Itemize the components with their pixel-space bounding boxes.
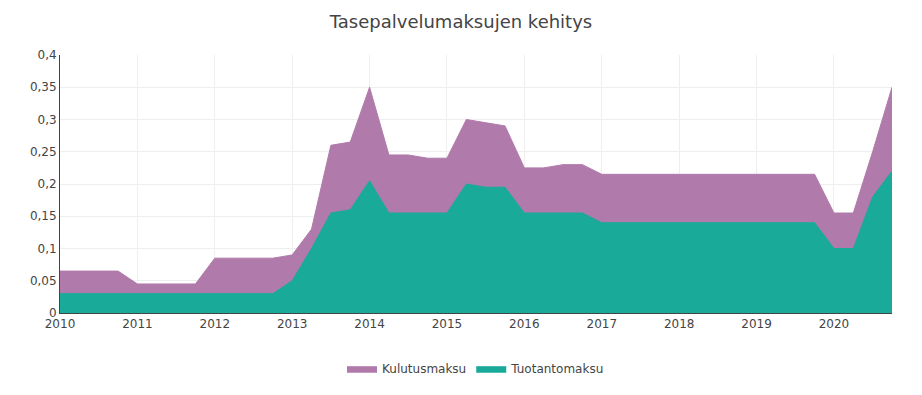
svg-text:0,3: 0,3 bbox=[38, 113, 57, 127]
svg-text:2019: 2019 bbox=[741, 317, 772, 331]
svg-text:0: 0 bbox=[49, 306, 57, 320]
svg-text:Kulutusmaksu: Kulutusmaksu bbox=[382, 362, 466, 376]
svg-text:2018: 2018 bbox=[664, 317, 695, 331]
svg-text:0,4: 0,4 bbox=[38, 48, 57, 62]
svg-text:2010: 2010 bbox=[45, 317, 76, 331]
svg-text:0,35: 0,35 bbox=[30, 80, 57, 94]
svg-text:2016: 2016 bbox=[509, 317, 540, 331]
svg-text:0,1: 0,1 bbox=[38, 242, 57, 256]
svg-text:0,25: 0,25 bbox=[30, 145, 57, 159]
svg-text:0,2: 0,2 bbox=[38, 177, 57, 191]
svg-text:2011: 2011 bbox=[122, 317, 153, 331]
svg-text:Tuotantomaksu: Tuotantomaksu bbox=[510, 362, 603, 376]
svg-text:0,15: 0,15 bbox=[30, 209, 57, 223]
svg-text:2014: 2014 bbox=[354, 317, 385, 331]
svg-text:2015: 2015 bbox=[432, 317, 463, 331]
svg-text:2020: 2020 bbox=[819, 317, 850, 331]
svg-text:Tasepalvelumaksujen kehitys: Tasepalvelumaksujen kehitys bbox=[329, 11, 592, 32]
svg-text:0,05: 0,05 bbox=[30, 274, 57, 288]
svg-text:2012: 2012 bbox=[200, 317, 231, 331]
svg-text:2013: 2013 bbox=[277, 317, 308, 331]
svg-text:2017: 2017 bbox=[586, 317, 617, 331]
